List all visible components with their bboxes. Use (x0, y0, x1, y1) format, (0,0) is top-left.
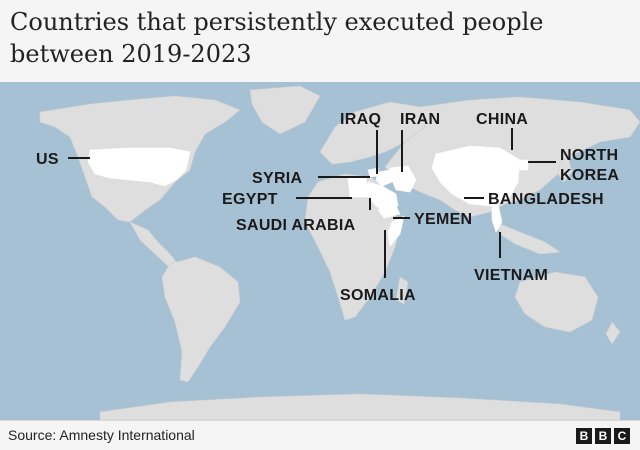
country-iraq (375, 169, 393, 187)
map-svg: US SYRIA EGYPT SAUDI ARABIA IRAQ IRAN YE… (36, 85, 640, 420)
label-iraq: IRAQ (340, 111, 381, 128)
country-yemen (377, 205, 401, 219)
country-china (431, 145, 521, 207)
landmass-southeast-asia (494, 221, 561, 255)
label-yemen: YEMEN (414, 211, 472, 228)
landmass-new-zealand (605, 321, 621, 345)
country-iran (389, 165, 417, 193)
country-north-korea (519, 159, 529, 171)
footer: Source: Amnesty International B B C (0, 420, 640, 450)
chart-title: Countries that persistently executed peo… (10, 8, 544, 68)
label-north-korea-line1: NORTH (560, 147, 618, 164)
logo-letter-b1: B (576, 428, 592, 444)
landmass-madagascar (395, 276, 409, 305)
label-saudi-arabia: SAUDI ARABIA (236, 217, 356, 234)
label-somalia: SOMALIA (340, 287, 416, 304)
bbc-logo: B B C (576, 428, 630, 444)
highlight-layer (87, 145, 529, 247)
country-labels: US SYRIA EGYPT SAUDI ARABIA IRAQ IRAN YE… (36, 111, 619, 304)
label-north-korea-line2: KOREA (560, 167, 619, 184)
label-vietnam: VIETNAM (474, 267, 548, 284)
label-syria: SYRIA (252, 170, 303, 187)
landmass-central-america (129, 221, 179, 269)
label-egypt: EGYPT (222, 191, 278, 208)
landmass-antarctica (99, 393, 621, 420)
country-us (87, 147, 191, 187)
country-egypt (347, 177, 369, 198)
country-vietnam (491, 199, 503, 233)
leader-lines (68, 128, 556, 278)
logo-letter-c: C (614, 428, 630, 444)
landmass-south-america (161, 256, 241, 383)
label-iran: IRAN (400, 111, 440, 128)
land-layer (39, 85, 640, 420)
landmass-japan (557, 156, 573, 183)
landmass-greenland (249, 85, 321, 135)
label-china: CHINA (476, 111, 528, 128)
world-map: US SYRIA EGYPT SAUDI ARABIA IRAQ IRAN YE… (0, 82, 640, 420)
source-text: Source: Amnesty International (8, 427, 195, 443)
label-bangladesh: BANGLADESH (488, 191, 604, 208)
label-us: US (36, 151, 59, 168)
logo-letter-b2: B (595, 428, 611, 444)
landmass-australia (514, 271, 599, 333)
